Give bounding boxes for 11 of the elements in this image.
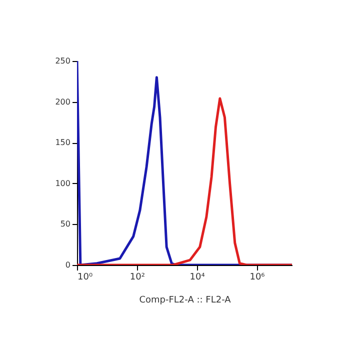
x-tick-label: 10⁶ — [250, 272, 266, 282]
y-tick-label: 150 — [55, 138, 70, 148]
x-tick-label: 10⁴ — [190, 272, 206, 282]
y-tick-label: 100 — [55, 178, 70, 188]
y-tick-label: 50 — [60, 220, 70, 229]
x-tick-label: 10⁰ — [78, 272, 93, 282]
y-tick-label: 0 — [65, 260, 70, 270]
x-axis-title: Comp-FL2-A :: FL2-A — [139, 296, 232, 306]
x-tick-label: 10² — [130, 272, 146, 282]
y-tick-label: 200 — [55, 97, 70, 106]
y-tick-label: 250 — [55, 56, 70, 66]
